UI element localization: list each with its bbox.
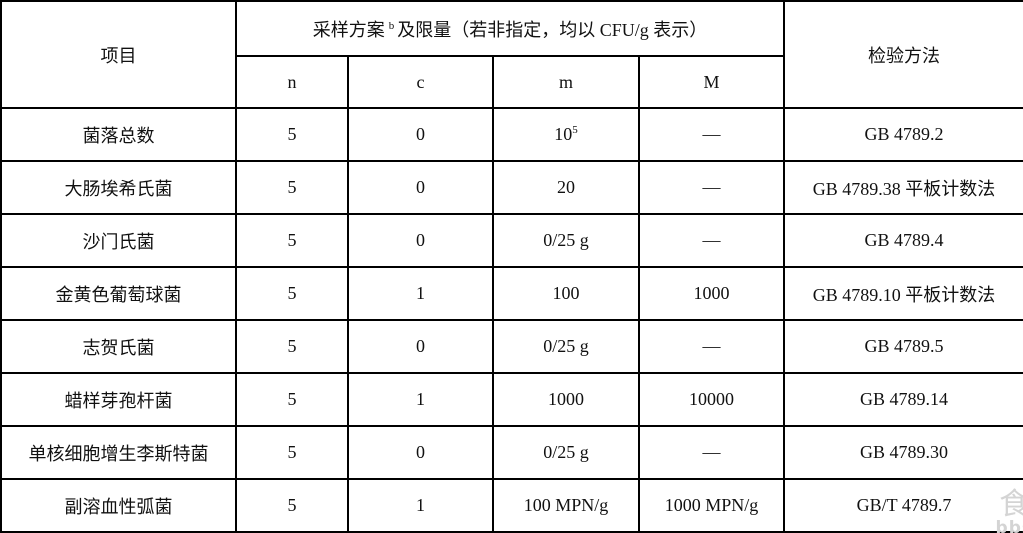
table-row: 金黄色葡萄球菌 5 1 100 1000 GB 4789.10 平板计数法 bbox=[0, 266, 1023, 321]
c-cell: 0 bbox=[347, 425, 494, 480]
header-row-sub: n c m M bbox=[1, 55, 1023, 109]
organism-cell: 志贺氏菌 bbox=[0, 319, 237, 374]
m-cell: 105 bbox=[492, 107, 640, 162]
c-cell: 0 bbox=[347, 319, 494, 374]
M-cell: — bbox=[637, 107, 786, 162]
M-cell: 1000 MPN/g bbox=[637, 478, 786, 533]
organism-cell: 沙门氏菌 bbox=[0, 213, 237, 268]
table-row: 沙门氏菌 5 0 0/25 g — GB 4789.4 bbox=[0, 213, 1023, 268]
column-header-item: 项目 bbox=[0, 0, 237, 109]
n-cell: 5 bbox=[235, 107, 349, 162]
table-row: 副溶血性弧菌 5 1 100 MPN/g 1000 MPN/g GB/T 478… bbox=[0, 478, 1023, 533]
method-cell: GB 4789.10 平板计数法 bbox=[783, 266, 1023, 321]
organism-cell: 蜡样芽孢杆菌 bbox=[0, 372, 237, 427]
n-cell: 5 bbox=[235, 266, 349, 321]
c-cell: 0 bbox=[347, 107, 494, 162]
n-cell: 5 bbox=[235, 213, 349, 268]
column-header-m: m bbox=[492, 55, 640, 109]
method-cell: GB/T 4789.7 bbox=[783, 478, 1023, 533]
n-cell: 5 bbox=[235, 372, 349, 427]
organism-cell: 单核细胞增生李斯特菌 bbox=[0, 425, 237, 480]
c-cell: 1 bbox=[347, 266, 494, 321]
n-cell: 5 bbox=[235, 425, 349, 480]
organism-cell: 金黄色葡萄球菌 bbox=[0, 266, 237, 321]
m-cell: 20 bbox=[492, 160, 640, 215]
m-exponent: 5 bbox=[572, 124, 578, 136]
M-cell: 10000 bbox=[637, 372, 786, 427]
method-cell: GB 4789.4 bbox=[783, 213, 1023, 268]
table-row: 志贺氏菌 5 0 0/25 g — GB 4789.5 bbox=[0, 319, 1023, 374]
table-row: 大肠埃希氏菌 5 0 20 — GB 4789.38 平板计数法 bbox=[0, 160, 1023, 215]
m-cell: 100 MPN/g bbox=[492, 478, 640, 533]
method-cell: GB 4789.5 bbox=[783, 319, 1023, 374]
method-cell: GB 4789.30 bbox=[783, 425, 1023, 480]
sampling-plan-suffix: 及限量（若非指定，均以 CFU/g 表示） bbox=[397, 19, 708, 40]
c-cell: 1 bbox=[347, 372, 494, 427]
table-row: 菌落总数 5 0 105 — GB 4789.2 bbox=[0, 107, 1023, 162]
M-cell: 1000 bbox=[637, 266, 786, 321]
n-cell: 5 bbox=[235, 478, 349, 533]
column-header-c: c bbox=[347, 55, 494, 109]
column-header-method: 检验方法 bbox=[783, 0, 1023, 109]
m-cell: 100 bbox=[492, 266, 640, 321]
method-cell: GB 4789.2 bbox=[783, 107, 1023, 162]
c-cell: 0 bbox=[347, 213, 494, 268]
header-row-top: 项目 采样方案 b 及限量（若非指定，均以 CFU/g 表示） 检验方法 bbox=[0, 0, 1023, 109]
method-cell: GB 4789.38 平板计数法 bbox=[783, 160, 1023, 215]
M-cell: — bbox=[637, 319, 786, 374]
M-cell: — bbox=[637, 213, 786, 268]
column-header-M: M bbox=[637, 55, 786, 109]
c-cell: 0 bbox=[347, 160, 494, 215]
table-row: 单核细胞增生李斯特菌 5 0 0/25 g — GB 4789.30 bbox=[0, 425, 1023, 480]
m-cell: 1000 bbox=[492, 372, 640, 427]
M-cell: — bbox=[637, 160, 786, 215]
m-cell: 0/25 g bbox=[492, 425, 640, 480]
M-cell: — bbox=[637, 425, 786, 480]
organism-cell: 大肠埃希氏菌 bbox=[0, 160, 237, 215]
sampling-plan-footnote-sup: b bbox=[388, 19, 395, 32]
m-base: 10 bbox=[554, 124, 573, 144]
n-cell: 5 bbox=[235, 319, 349, 374]
column-header-sampling-plan: 采样方案 b 及限量（若非指定，均以 CFU/g 表示） bbox=[234, 0, 786, 57]
organism-cell: 副溶血性弧菌 bbox=[0, 478, 237, 533]
table-row: 蜡样芽孢杆菌 5 1 1000 10000 GB 4789.14 bbox=[0, 372, 1023, 427]
organism-cell: 菌落总数 bbox=[0, 107, 237, 162]
column-header-n: n bbox=[235, 55, 349, 109]
method-cell: GB 4789.14 bbox=[783, 372, 1023, 427]
sampling-plan-prefix: 采样方案 bbox=[312, 19, 385, 40]
n-cell: 5 bbox=[235, 160, 349, 215]
c-cell: 1 bbox=[347, 478, 494, 533]
m-cell: 0/25 g bbox=[492, 213, 640, 268]
m-cell: 0/25 g bbox=[492, 319, 640, 374]
